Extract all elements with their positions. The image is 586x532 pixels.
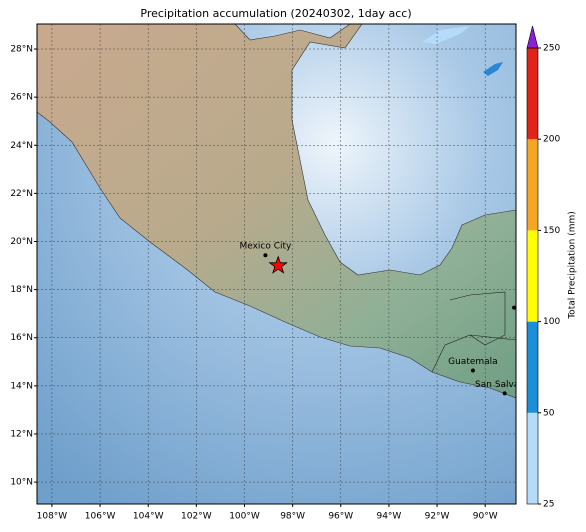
title: Precipitation accumulation (20240302, 1d… (140, 7, 411, 20)
x-tick-label: 90°W (473, 512, 498, 522)
point-marker (512, 305, 516, 310)
land (37, 24, 516, 399)
y-tick-label: 20°N (10, 237, 33, 247)
marks: Mexico City Guatemala San Salvador (239, 242, 535, 396)
city-label: Guatemala (448, 357, 498, 367)
colorbar-extend (526, 25, 539, 49)
y-tick-label: 24°N (10, 141, 33, 151)
x-tick-label: 102°W (181, 512, 212, 522)
x-tick-label: 94°W (376, 512, 401, 522)
x-tick-label: 98°W (280, 512, 305, 522)
city-label: Mexico City (239, 242, 292, 252)
axes-frame (36, 23, 517, 505)
x-tick-label: 106°W (85, 512, 116, 522)
x-tick-label: 96°W (328, 512, 353, 522)
x-tick-label: 108°W (37, 512, 68, 522)
colorbar-tick-label: 200 (543, 135, 560, 145)
event-star (268, 255, 288, 274)
grid (37, 24, 516, 504)
colorbar-segment (527, 412, 538, 504)
city-marker (502, 391, 507, 396)
colorbar-frame (526, 47, 539, 505)
x-tick-label: 104°W (133, 512, 164, 522)
city-marker (263, 253, 268, 258)
y-tick-label: 10°N (10, 478, 33, 488)
colorbar-tick-label: 25 (543, 500, 554, 510)
y-tick-label: 26°N (10, 93, 33, 103)
colorbar-tick-label: 250 (543, 44, 560, 54)
colorbar-segment (527, 48, 538, 140)
colorbar-tick-label: 100 (543, 317, 560, 327)
y-tick-label: 18°N (10, 285, 33, 295)
gulf-islands (483, 62, 503, 76)
y-tick-label: 28°N (10, 45, 33, 55)
cuba-rain (422, 26, 470, 44)
x-tick-label: 92°W (425, 512, 450, 522)
colorbar-segment (527, 321, 538, 413)
city-marker (470, 368, 475, 373)
colorbar-tick-label: 150 (543, 226, 560, 236)
colorbar-segment (527, 230, 538, 322)
colorbar-segment (527, 139, 538, 231)
city-label: San Salvador (475, 380, 535, 390)
colorbar-tick-label: 50 (543, 408, 555, 418)
y-tick-label: 12°N (10, 429, 33, 439)
colorbar-label: Total Precipitation (mm) (568, 211, 578, 320)
city-layer: Mexico City Guatemala San Salvador (239, 242, 535, 396)
y-tick-label: 22°N (10, 189, 33, 199)
y-tick-label: 16°N (10, 333, 33, 343)
y-tick-label: 14°N (10, 381, 33, 391)
basemap (37, 24, 516, 504)
x-tick-label: 100°W (229, 512, 260, 522)
